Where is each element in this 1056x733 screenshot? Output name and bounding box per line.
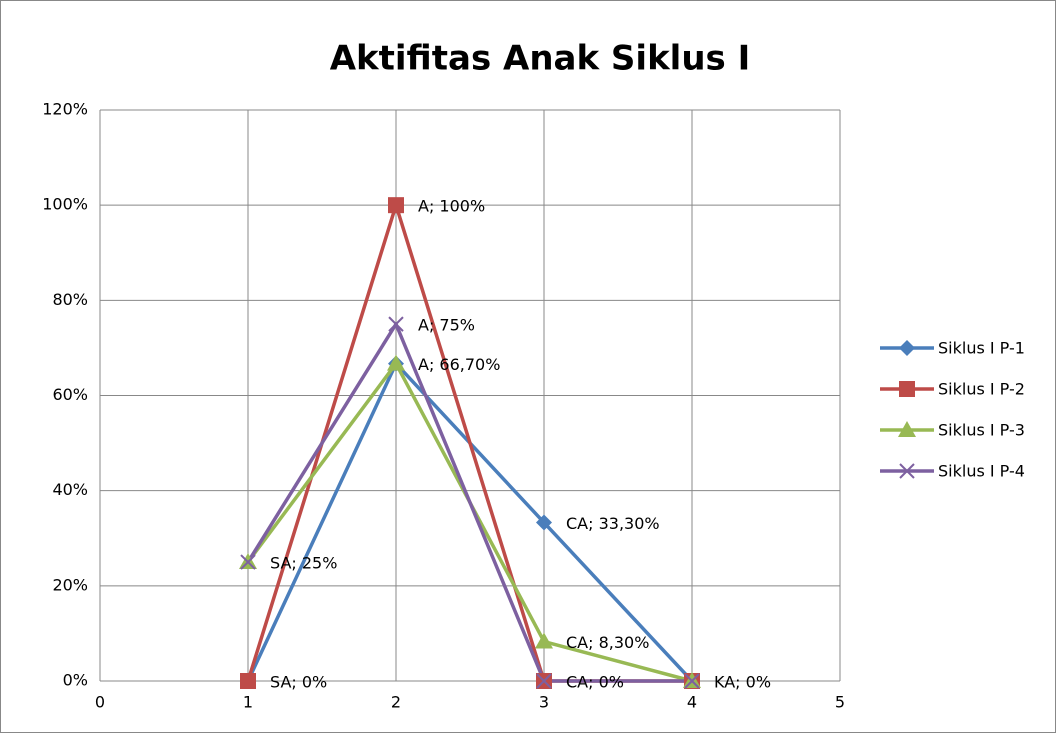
data-label: SA; 25% bbox=[270, 554, 337, 573]
legend-label: Siklus I P-3 bbox=[938, 421, 1025, 440]
data-label: CA; 0% bbox=[566, 673, 624, 692]
x-tick-label: 1 bbox=[243, 693, 253, 712]
data-label: A; 100% bbox=[418, 197, 485, 216]
legend-label: Siklus I P-1 bbox=[938, 339, 1025, 358]
chart-title: Aktifitas Anak Siklus I bbox=[330, 39, 751, 79]
legend-marker bbox=[899, 463, 915, 479]
marker bbox=[684, 673, 700, 689]
marker bbox=[387, 354, 405, 371]
marker bbox=[388, 197, 404, 214]
legend-marker bbox=[899, 381, 915, 397]
y-tick-label: 0% bbox=[63, 671, 88, 690]
y-tick-label: 80% bbox=[52, 290, 88, 309]
marker bbox=[536, 514, 552, 531]
y-tick-label: 40% bbox=[52, 480, 88, 499]
data-label: CA; 33,30% bbox=[566, 514, 660, 533]
data-label: SA; 0% bbox=[270, 673, 327, 692]
series-line bbox=[246, 322, 692, 683]
marker bbox=[536, 673, 552, 689]
legend-label: Siklus I P-2 bbox=[938, 380, 1025, 399]
x-tick-label: 5 bbox=[835, 693, 845, 712]
x-tick-label: 3 bbox=[539, 693, 549, 712]
x-tick-label: 2 bbox=[391, 693, 401, 712]
legend-label: Siklus I P-4 bbox=[938, 462, 1025, 481]
y-tick-label: 120% bbox=[42, 100, 88, 119]
marker bbox=[535, 632, 553, 649]
marker bbox=[240, 554, 256, 570]
x-tick-label: 4 bbox=[687, 693, 697, 712]
marker bbox=[240, 673, 256, 689]
x-tick-label: 0 bbox=[95, 693, 105, 712]
legend-marker bbox=[899, 340, 915, 356]
y-tick-label: 20% bbox=[52, 575, 88, 594]
data-label: A; 75% bbox=[418, 316, 475, 335]
y-tick-label: 100% bbox=[42, 195, 88, 214]
data-label: CA; 8,30% bbox=[566, 633, 649, 652]
data-label: A; 66,70% bbox=[418, 355, 500, 374]
data-label: KA; 0% bbox=[714, 673, 771, 692]
legend-marker bbox=[898, 421, 916, 437]
marker bbox=[388, 316, 404, 332]
y-tick-label: 60% bbox=[52, 385, 88, 404]
